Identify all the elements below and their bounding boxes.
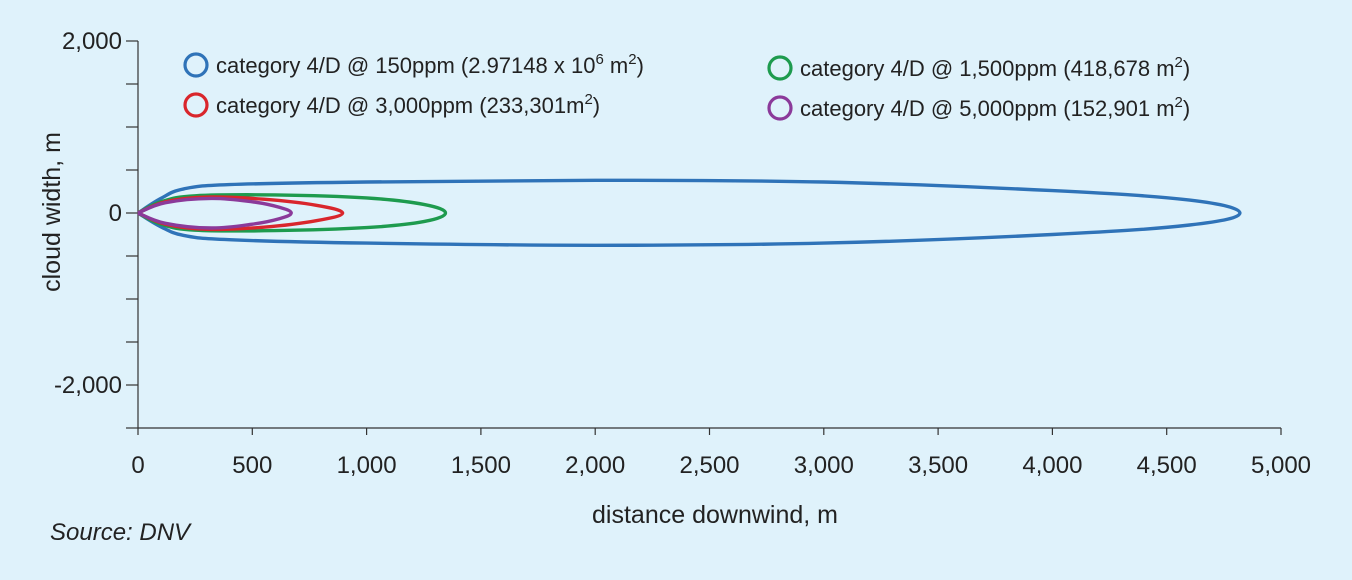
legend-marker-1 [767,55,793,81]
legend-text-part: ) [637,53,644,78]
legend-superscript: 2 [1175,54,1183,71]
x-tick-label: 3,000 [794,452,854,479]
legend-text-part: m [604,53,628,78]
series-contour-0 [137,178,1242,247]
x-tick-label: 5,000 [1251,452,1311,479]
legend-text-part: category 4/D @ 3,000ppm (233,301m [216,93,584,118]
legend-label-0: category 4/D @ 150ppm (2.97148 x 106 m2) [216,51,644,78]
legend-marker-0 [183,52,209,78]
legend: category 4/D @ 150ppm (2.97148 x 106 m2)… [183,51,1190,121]
y-axis-title: cloud width, m [38,132,66,292]
x-tick-label: 1,500 [451,452,511,479]
series-contour-3 [137,196,293,230]
x-tick-label: 500 [232,452,272,479]
x-tick-label: 3,500 [908,452,968,479]
legend-text-part: ) [593,93,600,118]
legend-label-1: category 4/D @ 1,500ppm (418,678 m2) [800,54,1190,81]
legend-label-3: category 4/D @ 5,000ppm (152,901 m2) [800,94,1190,121]
x-tick-label: 1,000 [337,452,397,479]
x-tick-label: 0 [131,452,144,479]
legend-text-part: category 4/D @ 1,500ppm (418,678 m [800,56,1175,81]
axes: 2,000 0 -2,000 0 500 1,000 1,500 2,000 2,500 3,00… [54,28,1311,479]
legend-text-part: ) [1183,56,1190,81]
x-tick-label: 4,500 [1137,452,1197,479]
legend-superscript: 2 [584,91,592,108]
y-tick-label: -2,000 [54,372,122,399]
y-tick-label: 0 [109,200,122,227]
source-note: Source: DNV [50,519,192,546]
legend-marker-2 [183,92,209,118]
legend-superscript: 2 [1175,94,1183,111]
x-axis-title: distance downwind, m [592,501,838,529]
legend-text-part: category 4/D @ 5,000ppm (152,901 m [800,96,1175,121]
x-tick-label: 4,000 [1022,452,1082,479]
legend-label-2: category 4/D @ 3,000ppm (233,301m2) [216,91,600,118]
legend-marker-3 [767,95,793,121]
legend-text-part: category 4/D @ 150ppm (2.97148 x 10 [216,53,595,78]
y-tick-label: 2,000 [62,28,122,55]
legend-text-part: ) [1183,96,1190,121]
plot-area [137,178,1242,247]
legend-superscript: 6 [595,51,603,68]
x-tick-label: 2,500 [679,452,739,479]
x-tick-label: 2,000 [565,452,625,479]
legend-superscript: 2 [628,51,636,68]
